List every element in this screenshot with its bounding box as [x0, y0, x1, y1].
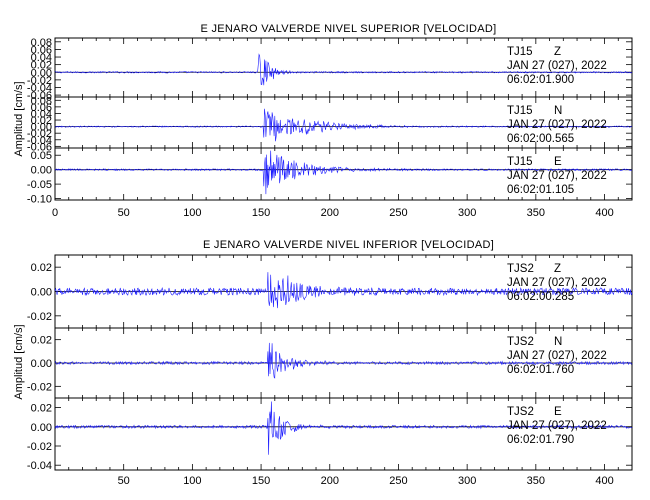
- station-label: TJ15: [507, 105, 533, 117]
- y-tick-label: -0.05: [27, 179, 52, 191]
- y-tick-label: -0.02: [27, 128, 52, 140]
- date-label: JAN 27 (027), 2022: [507, 277, 607, 289]
- station-label: TJ15: [507, 46, 533, 58]
- time-label: 06:02:00.285: [507, 291, 574, 303]
- component-label: Z: [554, 46, 561, 58]
- panel-tjs2-n: 0.02 0.00 -0.02 TJS2 N JAN 27 (027), 2022 06:0…: [27, 327, 633, 399]
- y-tick-label: 0.08: [31, 95, 52, 107]
- station-label: TJS2: [507, 263, 534, 275]
- panel-tj15-z: 0.080.060.040.020.00-0.02-0.04-0.06 TJ15 Z…: [27, 37, 633, 102]
- component-label: N: [554, 336, 562, 348]
- station-label: TJ15: [507, 156, 533, 168]
- x-tick-label: 50: [118, 207, 130, 219]
- y-tick-label: 0.08: [31, 37, 52, 49]
- date-label: JAN 27 (027), 2022: [507, 119, 607, 131]
- y-tick-label: -0.02: [27, 441, 52, 453]
- waveform-trace: [54, 272, 633, 309]
- date-label: JAN 27 (027), 2022: [507, 170, 607, 182]
- component-label: E: [554, 406, 562, 418]
- x-tick-label: 300: [458, 475, 476, 487]
- waveform-trace: [54, 150, 633, 195]
- panel-tj15-n: 0.080.060.040.020.00-0.02-0.04-0.06 TJ15 N…: [27, 95, 633, 153]
- y-tick-label: -0.02: [27, 311, 52, 323]
- y-tick-label: 0.05: [31, 150, 52, 162]
- chart-title: E JENARO VALVERDE NIVEL SUPERIOR [VELOCI…: [200, 23, 496, 35]
- x-tick-label: 100: [183, 207, 201, 219]
- y-tick-label: 0.00: [31, 358, 52, 370]
- lower-level-chart: E JENARO VALVERDE NIVEL INFERIOR [VELOCI…: [13, 239, 633, 487]
- panel-tjs2-z: 0.02 0.00 -0.02 TJS2 Z JAN 27 (027), 2022 06:0…: [27, 254, 633, 329]
- y-tick-label: 0.02: [31, 115, 52, 127]
- y-tick-label: -0.06: [27, 90, 52, 102]
- waveform-trace: [54, 53, 633, 86]
- panel-tj15-e: 0.05 0.00 -0.05 -0.10 TJ15 E JAN 27 (027), 202…: [27, 147, 633, 206]
- component-label: E: [554, 156, 562, 168]
- time-label: 06:02:01.760: [507, 364, 574, 376]
- component-label: N: [554, 105, 562, 117]
- waveform-trace: [54, 342, 633, 379]
- y-tick-label: 0.00: [31, 287, 52, 299]
- y-tick-label: 0.02: [31, 403, 52, 415]
- y-axis-label: Amplitud [cm/s]: [13, 81, 25, 156]
- y-tick-label: -0.04: [27, 82, 52, 94]
- station-label: TJS2: [507, 406, 534, 418]
- y-tick-label: -0.04: [27, 135, 52, 147]
- date-label: JAN 27 (027), 2022: [507, 350, 607, 362]
- y-tick-label: 0.00: [31, 165, 52, 177]
- panel-tjs2-e: 0.02 0.00 -0.02 -0.04 TJS2 E JAN 27 (027), 202…: [27, 397, 633, 472]
- y-tick-label: -0.04: [27, 460, 52, 472]
- component-label: Z: [554, 263, 561, 275]
- time-label: 06:02:00.565: [507, 133, 574, 145]
- y-tick-label: 0.04: [31, 108, 52, 120]
- x-tick-label: 350: [527, 475, 545, 487]
- waveform-trace: [54, 401, 633, 455]
- y-tick-label: -0.10: [27, 194, 52, 206]
- x-tick-label: 250: [389, 475, 407, 487]
- y-tick-label: 0.00: [31, 422, 52, 434]
- y-tick-label: -0.02: [27, 75, 52, 87]
- chart-title: E JENARO VALVERDE NIVEL INFERIOR [VELOCI…: [203, 239, 494, 251]
- x-tick-label: 250: [389, 207, 407, 219]
- waveform-trace: [54, 108, 633, 142]
- y-tick-label: 0.02: [31, 262, 52, 274]
- y-axis-label: Amplitud [cm/s]: [13, 324, 25, 399]
- y-tick-label: 0.02: [31, 335, 52, 347]
- y-tick-label: 0.00: [31, 122, 52, 134]
- y-tick-label: -0.06: [27, 141, 52, 153]
- time-label: 06:02:01.790: [507, 434, 574, 446]
- y-tick-label: -0.02: [27, 381, 52, 393]
- y-tick-label: 0.04: [31, 52, 52, 64]
- station-label: TJS2: [507, 336, 534, 348]
- date-label: JAN 27 (027), 2022: [507, 60, 607, 72]
- y-tick-label: 0.00: [31, 67, 52, 79]
- x-tick-label: 350: [527, 207, 545, 219]
- time-label: 06:02:01.105: [507, 184, 574, 196]
- x-tick-label: 300: [458, 207, 476, 219]
- x-tick-label: 200: [321, 207, 339, 219]
- time-label: 06:02:01.900: [507, 74, 574, 86]
- x-tick-label: 200: [321, 475, 339, 487]
- x-tick-label: 150: [252, 207, 270, 219]
- x-tick-label: 100: [183, 475, 201, 487]
- x-tick-label: 0: [52, 207, 58, 219]
- y-tick-label: 0.06: [31, 102, 52, 114]
- x-tick-label: 50: [118, 475, 130, 487]
- date-label: JAN 27 (027), 2022: [507, 420, 607, 432]
- x-tick-label: 400: [595, 207, 613, 219]
- y-tick-label: 0.06: [31, 44, 52, 56]
- x-tick-label: 400: [595, 475, 613, 487]
- x-tick-label: 150: [252, 475, 270, 487]
- y-tick-label: 0.02: [31, 60, 52, 72]
- upper-level-chart: E JENARO VALVERDE NIVEL SUPERIOR [VELOCI…: [13, 23, 633, 219]
